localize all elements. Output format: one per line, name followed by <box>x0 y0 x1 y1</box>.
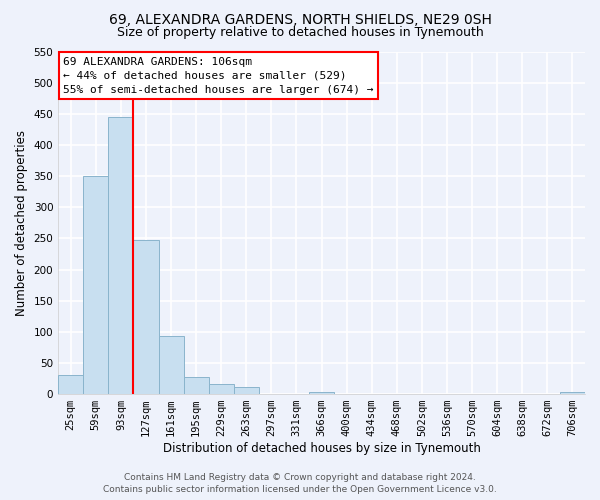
Text: 69, ALEXANDRA GARDENS, NORTH SHIELDS, NE29 0SH: 69, ALEXANDRA GARDENS, NORTH SHIELDS, NE… <box>109 12 491 26</box>
Y-axis label: Number of detached properties: Number of detached properties <box>15 130 28 316</box>
Text: Contains HM Land Registry data © Crown copyright and database right 2024.
Contai: Contains HM Land Registry data © Crown c… <box>103 472 497 494</box>
Text: Size of property relative to detached houses in Tynemouth: Size of property relative to detached ho… <box>116 26 484 39</box>
Bar <box>133 240 158 394</box>
Bar <box>234 386 259 394</box>
Bar <box>58 376 83 394</box>
Bar <box>209 384 234 394</box>
Bar <box>109 117 133 394</box>
Bar <box>309 392 334 394</box>
Bar <box>158 336 184 394</box>
Text: 69 ALEXANDRA GARDENS: 106sqm
← 44% of detached houses are smaller (529)
55% of s: 69 ALEXANDRA GARDENS: 106sqm ← 44% of de… <box>64 56 374 94</box>
Bar <box>560 392 585 394</box>
X-axis label: Distribution of detached houses by size in Tynemouth: Distribution of detached houses by size … <box>163 442 481 455</box>
Bar <box>83 176 109 394</box>
Bar <box>184 378 209 394</box>
